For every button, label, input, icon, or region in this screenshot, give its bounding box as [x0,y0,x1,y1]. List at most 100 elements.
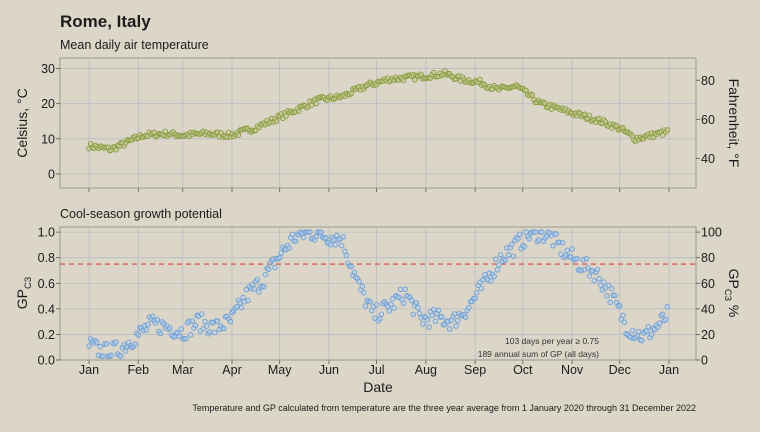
gp-annotation-days: 103 days per year ≥ 0.75 [505,336,599,346]
temperature-point [235,132,242,138]
month-tick-label: Feb [127,363,149,377]
gp-point [663,316,669,323]
gp-point [261,284,267,290]
gp-point [612,292,618,299]
gp-point [521,244,528,250]
temp-y-tick-label: 10 [41,132,55,146]
gp-point [245,297,251,304]
gp-point [211,329,218,336]
gp-y-right-tick-label: 100 [701,226,722,240]
gp-point [431,306,437,313]
gp-y-tick-label: 0.8 [38,251,55,265]
gp-point [356,278,362,285]
gp-point [199,311,205,317]
gp-point [664,304,671,310]
gp-point [300,234,307,241]
month-tick-label: Dec [609,363,631,377]
gp-point [278,250,285,256]
gp-point [415,305,421,311]
temperature-point [586,112,593,119]
gp-point [351,269,358,276]
temperature-point [418,71,424,77]
temperature-point [313,100,319,107]
gp-point [338,242,345,249]
gp-point [122,348,129,354]
gp-point [94,339,100,346]
gp-point [472,295,478,302]
gp-point [332,242,339,248]
gp-point [583,256,590,262]
gp-point [272,264,278,271]
gp-point [240,294,246,301]
gp-point [601,279,607,285]
gp-point [539,229,545,235]
gp-point [323,235,329,241]
gp-point [254,276,261,283]
gp-y-right-tick-label: 40 [701,302,715,316]
gp-point [305,229,312,235]
gp-point [550,243,556,249]
gp-point [432,318,439,325]
gp-point [429,312,435,319]
month-tick-label: Nov [561,363,584,377]
temperature-subtitle: Mean daily air temperature [60,38,209,52]
gp-point [604,293,610,299]
gp-y-tick-label: 0.2 [38,328,55,342]
gp-point [493,256,499,263]
temperature-point [529,92,536,98]
temperature-point [296,108,302,114]
gp-point [494,267,501,273]
temperature-panel-frame [59,57,697,189]
gp-point [586,273,593,279]
temp-y-tick-label: 20 [41,97,55,111]
gp-point [289,231,296,238]
gp-point [515,236,521,242]
temp-y-right-tick-label: 60 [701,113,715,127]
gp-point [497,251,504,258]
gp-y-right-tick-labels: 0 20 40 60 80 100 [696,226,722,368]
gp-points [86,229,671,359]
gp-point [466,304,472,311]
gp-point [413,300,420,306]
gp-point [639,337,645,344]
temperature-point [659,132,666,138]
gp-point [634,333,640,339]
gp-point [478,285,485,292]
gp-point [256,289,262,295]
gp-point [621,319,628,325]
gp-point [496,262,502,268]
gp-point [362,303,369,309]
celsius-axis-label: Celsius, °C [14,88,30,157]
gp-point [318,229,324,235]
gp-point [629,327,636,334]
gp-subtitle: Cool-season growth potential [60,207,222,221]
gp-y-tick-label: 1.0 [38,226,55,240]
gp-point [564,247,571,254]
gp-point [251,286,258,292]
gp-y-tick-label: 0.6 [38,277,55,291]
gp-y-right-tick-label: 60 [701,277,715,291]
gp-point [400,300,407,306]
gp-point [535,237,542,243]
gp-point [167,325,173,331]
gp-point [454,317,461,324]
gp-point [340,234,346,240]
gp-point [553,231,559,237]
gp-y-tick-label: 0.0 [38,354,55,368]
gp-point [446,326,453,332]
temperature-y-tick-labels: 0 10 20 30 [41,62,60,181]
temperature-point [162,128,169,135]
month-tick-label: Mar [172,363,194,377]
temp-y-right-tick-label: 80 [701,74,715,88]
gp-point [187,332,194,338]
gp-point [607,299,613,306]
gp-point [408,297,415,304]
gp-point [636,328,642,335]
gp-point [439,314,445,320]
gp-point [451,311,458,317]
temperature-grid [60,58,696,192]
gp-point [473,289,480,296]
gp-point [659,311,666,318]
gp-point [502,257,509,264]
